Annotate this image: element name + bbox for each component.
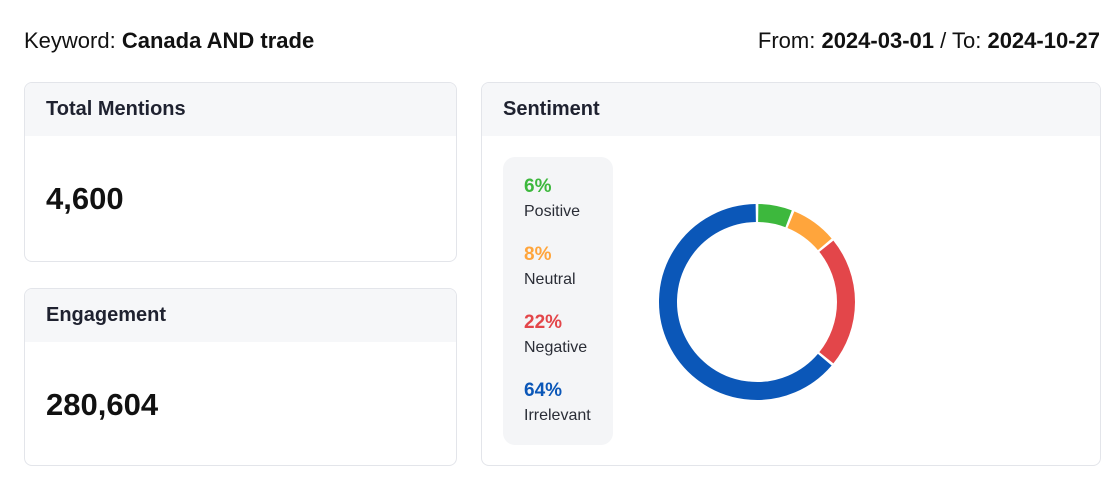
engagement-value: 280,604 [46, 387, 159, 422]
legend-label-positive: Positive [524, 203, 581, 220]
report-header: Keyword: Canada AND trade From: 2024-03-… [24, 26, 1100, 56]
sentiment-legend: 6% Positive 8% Neutral 22% Negative 64% … [503, 157, 613, 445]
legend-item-neutral: 8% Neutral [524, 244, 576, 290]
donut-slice-positive [757, 204, 792, 228]
from-label: From: [757, 28, 816, 53]
date-separator: / [940, 28, 947, 53]
total-mentions-card: Total Mentions 4,600 [24, 82, 457, 262]
legend-label-negative: Negative [524, 339, 588, 356]
engagement-title: Engagement [25, 289, 456, 342]
donut-slice-irrelevant [659, 204, 832, 400]
legend-item-irrelevant: 64% Irrelevant [524, 380, 591, 426]
from-date: 2024-03-01 [821, 28, 934, 53]
to-label: To: [951, 28, 982, 53]
legend-pct-negative: 22% [524, 312, 563, 333]
total-mentions-value: 4,600 [46, 181, 124, 216]
sentiment-card: Sentiment 6% Positive 8% Neutral 22% Neg… [481, 82, 1101, 466]
engagement-card: Engagement 280,604 [24, 288, 457, 466]
total-mentions-title: Total Mentions [25, 83, 456, 136]
date-range: From: 2024-03-01 / To: 2024-10-27 [758, 28, 1100, 54]
legend-label-neutral: Neutral [524, 271, 576, 288]
donut-slice-negative [819, 240, 855, 364]
keyword-label: Keyword: [24, 28, 116, 53]
keyword-info: Keyword: Canada AND trade [24, 28, 314, 54]
legend-pct-irrelevant: 64% [524, 380, 563, 401]
legend-pct-positive: 6% [524, 176, 552, 197]
legend-pct-neutral: 8% [524, 244, 552, 265]
legend-item-negative: 22% Negative [524, 312, 587, 358]
legend-item-positive: 6% Positive [524, 176, 580, 222]
keyword-value: Canada AND trade [121, 28, 315, 53]
to-date: 2024-10-27 [987, 28, 1100, 53]
legend-label-irrelevant: Irrelevant [524, 407, 591, 424]
sentiment-title: Sentiment [482, 83, 1100, 136]
donut-slice-neutral [787, 211, 832, 251]
sentiment-donut-chart [659, 204, 855, 400]
